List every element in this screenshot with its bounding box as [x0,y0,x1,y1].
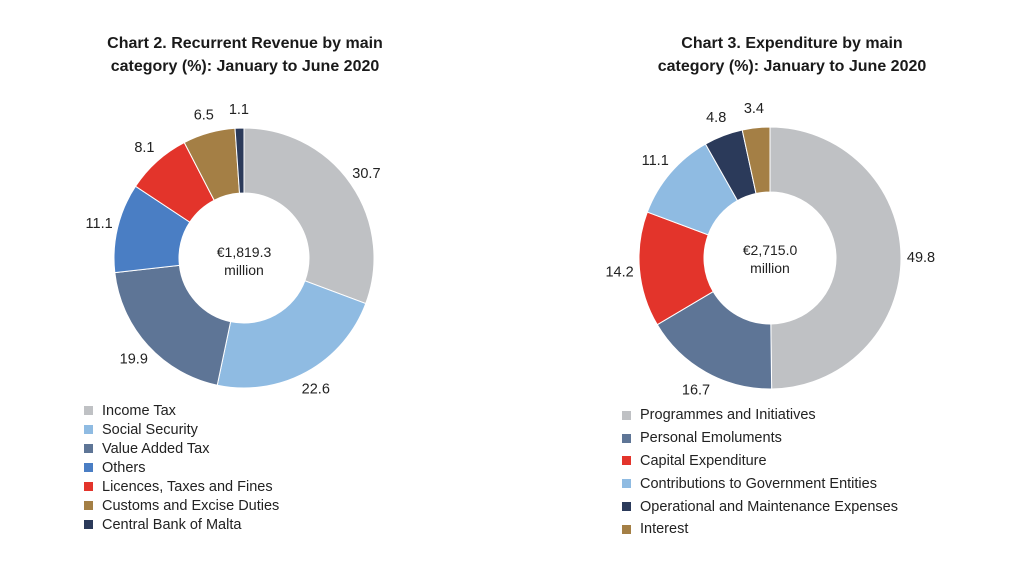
legend-swatch [84,406,93,415]
slice-income-tax [243,127,375,305]
revenue-total-value: €1,819.3 [217,244,272,260]
legend-item-licences-taxes-and-fines: Licences, Taxes and Fines [84,477,279,496]
revenue-chart-panel: Chart 2. Recurrent Revenue by main categ… [80,32,410,534]
revenue-total-unit: million [224,262,264,278]
data-label-central-bank-of-malta: 1.1 [229,102,249,118]
legend-item-income-tax: Income Tax [84,401,279,420]
legend-label: Capital Expenditure [640,452,767,469]
data-label-operational-and-maintenance-expenses: 4.8 [706,110,726,126]
expenditure-donut-chart: 49.8 16.7 14.2 11.1 4.8 3.4 €2,715.0 million [605,101,935,399]
data-label-others: 11.1 [86,216,113,232]
slice-programmes-and-initiatives [769,126,902,390]
slice-interest [741,126,771,195]
legend-swatch [622,456,631,466]
legend-item-operational-and-maintenance-expenses: Operational and Maintenance Expenses [622,495,898,518]
expenditure-legend: Programmes and Initiatives Personal Emolu… [622,404,898,541]
legend-label: Personal Emoluments [640,430,782,447]
legend-label: Licences, Taxes and Fines [102,478,273,495]
expenditure-total-unit: million [750,260,790,276]
legend-swatch [622,524,631,534]
revenue-legend: Income Tax Social Security Value Added Tax… [84,401,279,534]
data-label-value-added-tax: 19.9 [120,351,148,367]
legend-item-programmes-and-initiatives: Programmes and Initiatives [622,404,898,427]
legend-label: Operational and Maintenance Expenses [640,498,898,515]
legend-label: Income Tax [102,402,176,419]
legend-label: Central Bank of Malta [102,516,242,533]
expenditure-chart-panel: Chart 3. Expenditure by main category (%… [512,0,1024,576]
expenditure-title-line-1: Chart 3. Expenditure by main [681,35,903,52]
legend-item-value-added-tax: Value Added Tax [84,439,279,458]
legend-swatch [84,425,93,434]
legend-item-capital-expenditure: Capital Expenditure [622,450,898,473]
data-label-capital-expenditure: 14.2 [605,264,633,280]
data-label-social-security: 22.6 [302,382,330,398]
legend-swatch [84,444,93,453]
legend-label: Value Added Tax [102,440,210,457]
legend-item-customs-and-excise-duties: Customs and Excise Duties [84,496,279,515]
legend-item-interest: Interest [622,518,898,541]
legend-label: Programmes and Initiatives [640,407,816,424]
legend-label: Social Security [102,421,198,438]
revenue-title-line-1: Chart 2. Recurrent Revenue by main [107,35,383,52]
legend-swatch [622,410,631,420]
expenditure-title-line-2: category (%): January to June 2020 [657,58,927,75]
expenditure-chart-title: Chart 3. Expenditure by main category (%… [622,32,962,78]
legend-item-central-bank-of-malta: Central Bank of Malta [84,515,279,534]
data-label-licences-taxes-and-fines: 8.1 [134,140,154,156]
data-label-contributions-to-government-entities: 11.1 [642,153,669,169]
data-label-programmes-and-initiatives: 49.8 [907,250,935,266]
legend-item-personal-emoluments: Personal Emoluments [622,427,898,450]
legend-swatch [622,479,631,489]
revenue-title-line-2: category (%): January to June 2020 [110,58,380,75]
data-label-customs-and-excise-duties: 6.5 [194,108,214,124]
legend-label: Customs and Excise Duties [102,497,280,514]
legend-label: Others [102,459,146,476]
data-label-income-tax: 30.7 [352,166,380,182]
legend-label: Contributions to Government Entities [640,475,877,492]
legend-swatch [84,501,93,510]
legend-swatch [84,520,93,529]
legend-item-contributions-to-government-entities: Contributions to Government Entities [622,472,898,495]
legend-swatch [84,463,93,472]
data-label-personal-emoluments: 16.7 [682,383,710,399]
legend-swatch [84,482,93,491]
legend-label: Interest [640,521,689,538]
legend-swatch [622,433,631,443]
legend-swatch [622,502,631,512]
expenditure-total-value: €2,715.0 [743,242,798,258]
data-label-interest: 3.4 [744,101,764,117]
slice-value-added-tax [114,264,232,386]
revenue-chart-title: Chart 2. Recurrent Revenue by main categ… [80,32,410,78]
revenue-donut-chart: 30.7 22.6 19.9 11.1 8.1 6.5 1.1 €1,819.3 milli… [86,102,381,398]
slice-central-bank-of-malta [234,127,245,194]
legend-item-social-security: Social Security [84,420,279,439]
slice-social-security [216,280,367,389]
legend-item-others: Others [84,458,279,477]
